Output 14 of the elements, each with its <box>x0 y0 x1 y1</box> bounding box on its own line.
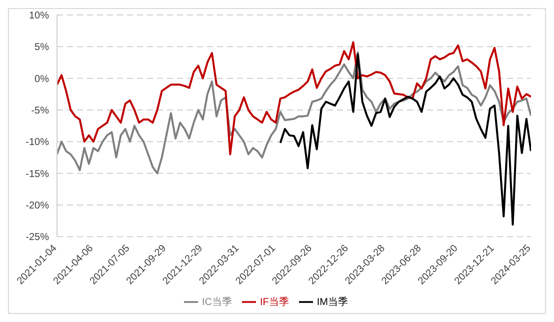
y-tick-label: -20% <box>26 200 50 212</box>
y-tick-label: 5% <box>34 42 50 54</box>
line-series <box>279 53 531 226</box>
y-tick-label: 0% <box>34 74 50 85</box>
legend-label: IF当季 <box>260 296 289 308</box>
legend-label: IC当季 <box>202 296 232 308</box>
legend-label: IM当季 <box>316 296 348 308</box>
y-tick-label: 10% <box>28 10 50 22</box>
line-series <box>57 51 531 174</box>
y-tick-label: -5% <box>31 106 50 117</box>
line-series <box>57 41 531 156</box>
y-tick-label: -15% <box>26 168 50 180</box>
y-tick-label: -10% <box>26 137 50 148</box>
y-tick-label: -25% <box>26 232 50 244</box>
